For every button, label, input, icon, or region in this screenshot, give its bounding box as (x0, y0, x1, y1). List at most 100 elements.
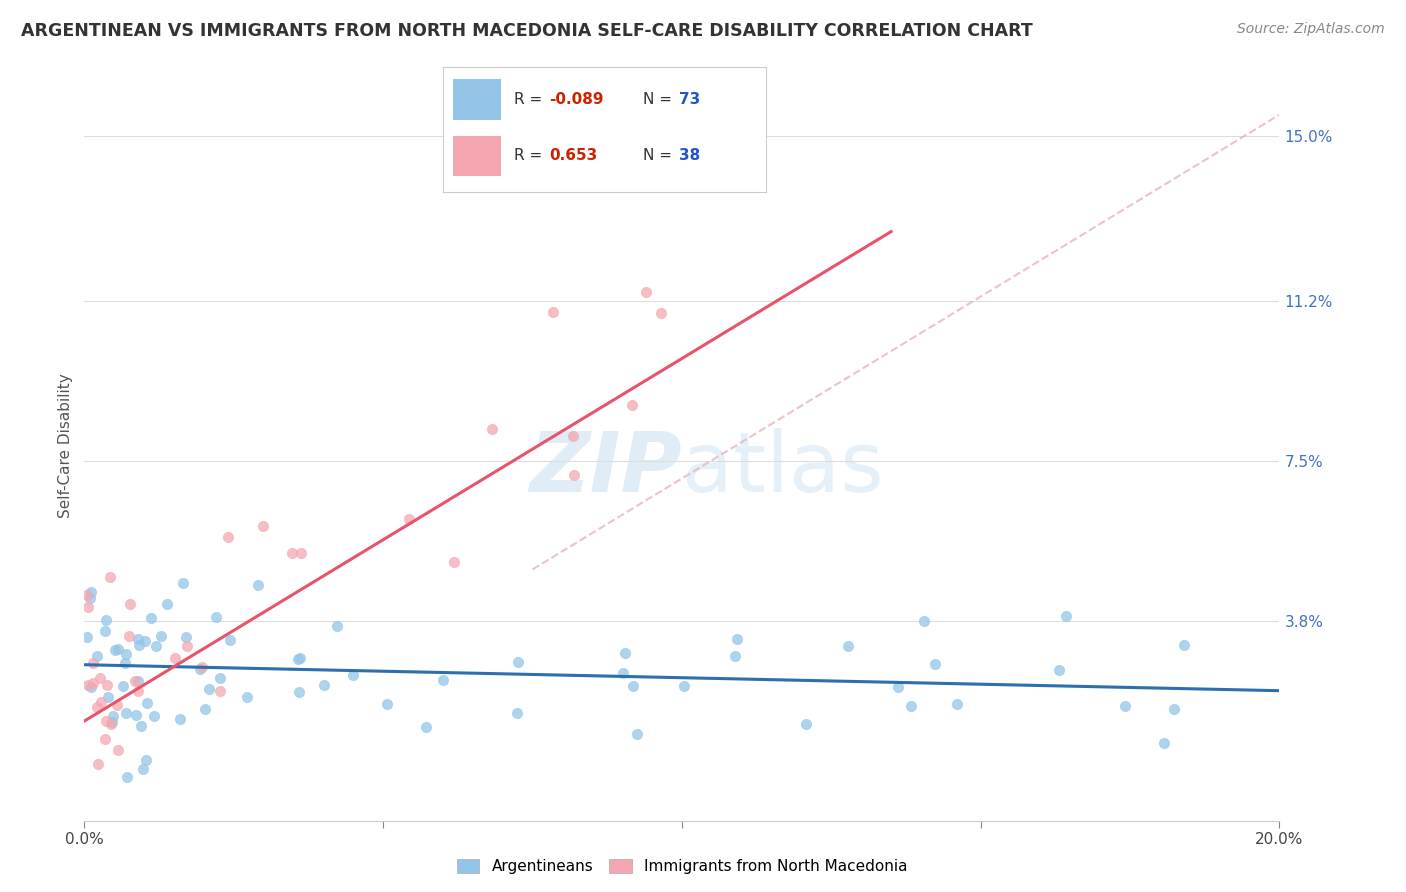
Point (112, 679, 135, 693)
Point (252, 519, 274, 533)
Point (142, 709, 165, 723)
Point (97, 690, 120, 705)
Point (914, 614, 936, 628)
Point (94, 731, 117, 746)
Text: ZIP: ZIP (529, 428, 682, 509)
Point (290, 546, 312, 560)
Point (176, 639, 198, 653)
Text: 73: 73 (679, 92, 700, 107)
Point (614, 647, 637, 661)
Point (156, 597, 179, 611)
Point (900, 699, 922, 714)
Point (127, 632, 149, 647)
Point (94, 624, 117, 638)
Point (139, 611, 162, 625)
Text: N =: N = (644, 92, 678, 107)
Point (145, 640, 167, 654)
Point (87, 757, 110, 772)
Point (197, 681, 219, 696)
Point (129, 719, 152, 733)
Point (219, 633, 242, 648)
Point (77, 678, 100, 692)
Point (281, 546, 304, 560)
Point (105, 698, 128, 712)
Point (100, 717, 122, 731)
Text: 38: 38 (679, 148, 700, 163)
Point (125, 707, 148, 722)
Point (288, 650, 311, 665)
Point (208, 684, 231, 698)
Text: N =: N = (644, 148, 678, 163)
Point (101, 715, 124, 730)
Text: Source: ZipAtlas.com: Source: ZipAtlas.com (1237, 22, 1385, 37)
Point (886, 680, 908, 694)
Point (128, 684, 150, 698)
Point (246, 578, 269, 592)
Point (612, 665, 634, 680)
Point (135, 753, 157, 767)
Point (127, 673, 149, 688)
Text: ARGENTINEAN VS IMMIGRANTS FROM NORTH MACEDONIA SELF-CARE DISABILITY CORRELATION : ARGENTINEAN VS IMMIGRANTS FROM NORTH MAC… (21, 22, 1033, 40)
Point (103, 709, 125, 723)
Point (107, 743, 129, 757)
Point (204, 610, 226, 624)
Point (342, 667, 364, 681)
Point (90, 695, 112, 709)
Legend: Argentineans, Immigrants from North Macedonia: Argentineans, Immigrants from North Mace… (450, 853, 914, 880)
Point (626, 727, 648, 741)
Point (217, 530, 239, 544)
Point (924, 657, 946, 671)
Point (1153, 736, 1175, 750)
Point (107, 641, 129, 656)
Text: atlas: atlas (682, 428, 883, 509)
Point (114, 656, 136, 670)
Point (562, 467, 585, 482)
Point (288, 685, 311, 699)
Point (134, 634, 156, 648)
Point (76, 600, 98, 615)
Point (503, 138, 526, 153)
Point (562, 429, 585, 443)
Point (541, 305, 564, 319)
Point (80, 680, 103, 694)
Text: R =: R = (515, 148, 547, 163)
Point (725, 632, 748, 646)
Point (115, 706, 138, 721)
Point (1114, 698, 1136, 713)
Point (443, 555, 465, 569)
Text: R =: R = (515, 92, 547, 107)
Point (287, 652, 309, 666)
Point (76, 631, 98, 645)
Bar (453, 79, 501, 120)
Point (945, 697, 967, 711)
Point (149, 629, 172, 643)
Point (650, 306, 672, 320)
Point (118, 629, 141, 643)
Point (86, 700, 108, 714)
Point (96, 714, 118, 728)
Point (432, 673, 454, 688)
Point (76, 588, 98, 602)
Point (1173, 638, 1195, 652)
Point (124, 673, 146, 688)
Point (209, 671, 232, 685)
Point (1054, 609, 1077, 624)
Point (86, 649, 108, 664)
Point (82, 675, 104, 690)
Point (724, 648, 747, 663)
Point (621, 679, 644, 693)
Point (191, 660, 214, 674)
Text: -0.089: -0.089 (550, 92, 605, 107)
Point (169, 712, 191, 726)
Point (100, 570, 122, 584)
Point (188, 662, 211, 676)
Point (506, 706, 529, 720)
Point (1163, 702, 1185, 716)
Point (314, 678, 336, 692)
Point (794, 716, 817, 731)
Point (672, 679, 695, 693)
Point (79, 591, 101, 606)
Point (634, 285, 657, 299)
Point (621, 398, 644, 412)
Point (135, 696, 157, 710)
